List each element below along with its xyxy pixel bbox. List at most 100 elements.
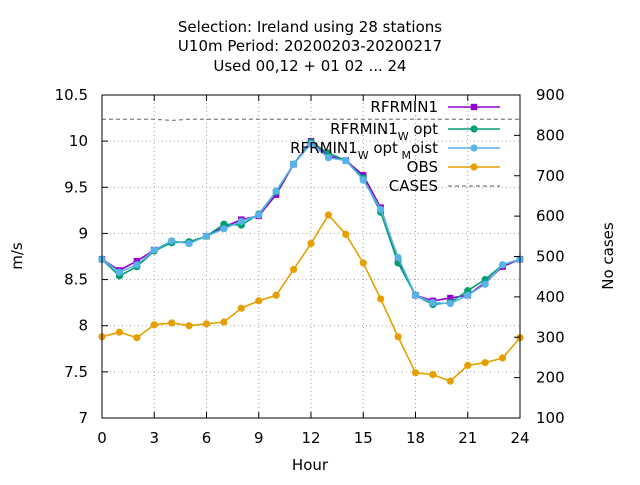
data-point: [185, 322, 193, 330]
legend-entry: OBS: [407, 158, 500, 176]
data-point: [359, 176, 367, 184]
y2-axis-label: No cases: [599, 222, 617, 290]
data-point: [359, 259, 367, 267]
title-line-2: U10m Period: 20200203-20200217: [178, 37, 442, 55]
x-tick-label: 3: [149, 429, 159, 447]
data-point: [429, 299, 437, 307]
data-point: [324, 154, 333, 162]
data-point: [481, 359, 489, 367]
data-point: [133, 261, 141, 269]
data-point: [185, 239, 193, 248]
data-point: [133, 257, 141, 265]
legend-marker: [470, 163, 478, 171]
legend-label: OBS: [407, 158, 438, 176]
plot-series: [98, 118, 524, 385]
x-tick-label: 18: [406, 429, 425, 447]
data-point: [464, 291, 472, 299]
data-point: [324, 211, 333, 219]
y-axis-label: m/s: [8, 242, 26, 270]
data-point: [498, 261, 507, 269]
legend-entry: CASES: [389, 177, 500, 195]
legend-marker: [470, 103, 478, 111]
x-tick-label: 9: [254, 429, 264, 447]
data-point: [237, 304, 245, 312]
y2-tick-label: 500: [536, 248, 565, 266]
data-point: [394, 333, 402, 341]
legend-label: CASES: [389, 177, 438, 195]
data-point: [464, 361, 472, 369]
y2-tick-label: 800: [536, 126, 565, 144]
y-tick-label: 7.5: [64, 363, 88, 381]
x-axis-label: Hour: [292, 456, 329, 474]
data-point: [255, 211, 263, 219]
data-point: [411, 291, 420, 299]
legend-entry: RFRMIN1: [370, 98, 500, 116]
data-point: [429, 371, 437, 379]
data-point: [150, 246, 158, 254]
data-point: [307, 140, 315, 148]
legend-label: RFRMIN1W opt Moist: [290, 139, 438, 162]
data-point: [115, 328, 124, 336]
data-point: [272, 187, 280, 195]
y-tick-label: 9: [78, 224, 88, 242]
chart-title: Selection: Ireland using 28 stations U10…: [178, 18, 442, 75]
y2-tick-label: 400: [536, 288, 565, 306]
y2-tick-label: 900: [536, 86, 565, 104]
data-point: [202, 320, 211, 328]
legend-label: RFRMIN1: [370, 98, 438, 116]
y2-tick-label: 100: [536, 409, 565, 427]
title-line-1: Selection: Ireland using 28 stations: [178, 18, 442, 36]
data-point: [342, 156, 350, 165]
data-point: [272, 291, 280, 299]
title-line-3: Used 00,12 + 01 02 ... 24: [213, 57, 406, 75]
series-rfrmin1-w-opt-m-oist: [98, 140, 524, 308]
data-point: [411, 369, 420, 377]
data-point: [446, 299, 454, 308]
legend-entry: RFRMIN1W opt: [330, 120, 500, 143]
data-point: [133, 334, 141, 342]
y-tick-label: 9.5: [64, 178, 88, 196]
data-point: [377, 295, 385, 303]
data-point: [150, 321, 158, 329]
x-tick-label: 6: [202, 429, 212, 447]
data-point: [255, 297, 263, 305]
data-point: [237, 217, 245, 226]
data-point: [168, 319, 176, 327]
data-point: [220, 225, 228, 233]
x-tick-label: 24: [510, 429, 529, 447]
y-tick-label: 7: [78, 409, 88, 427]
x-tick-label: 0: [97, 429, 107, 447]
data-point: [377, 205, 385, 214]
data-point: [289, 265, 298, 274]
legend-entry: RFRMIN1W opt Moist: [290, 139, 500, 162]
data-point: [307, 239, 315, 248]
data-point: [168, 237, 176, 245]
data-point: [202, 232, 211, 240]
y2-tick-label: 300: [536, 328, 565, 346]
y2-tick-label: 600: [536, 207, 565, 225]
legend-marker: [470, 125, 478, 133]
x-tick-label: 15: [354, 429, 373, 447]
data-point: [342, 230, 350, 238]
y-tick-label: 8: [78, 317, 88, 335]
data-point: [115, 268, 124, 276]
y-tick-label: 8.5: [64, 271, 88, 289]
legend-marker: [470, 144, 478, 152]
data-point: [289, 160, 298, 168]
legend-label: RFRMIN1W opt: [330, 120, 438, 143]
data-point: [446, 377, 454, 385]
data-point: [481, 280, 489, 288]
axis-ticks: 0 3 6 9 12 15 18 21 24 7 7.5 8 8.5 9 9.5 10 10.5 100 200 30…: [55, 86, 565, 447]
data-point: [447, 294, 454, 302]
data-point: [498, 354, 507, 362]
data-point: [394, 253, 402, 262]
data-point: [220, 318, 228, 326]
y-tick-label: 10.5: [55, 86, 88, 104]
y2-tick-label: 700: [536, 167, 565, 185]
y2-tick-label: 200: [536, 369, 565, 387]
series-line: [101, 139, 521, 302]
x-tick-label: 21: [458, 429, 477, 447]
